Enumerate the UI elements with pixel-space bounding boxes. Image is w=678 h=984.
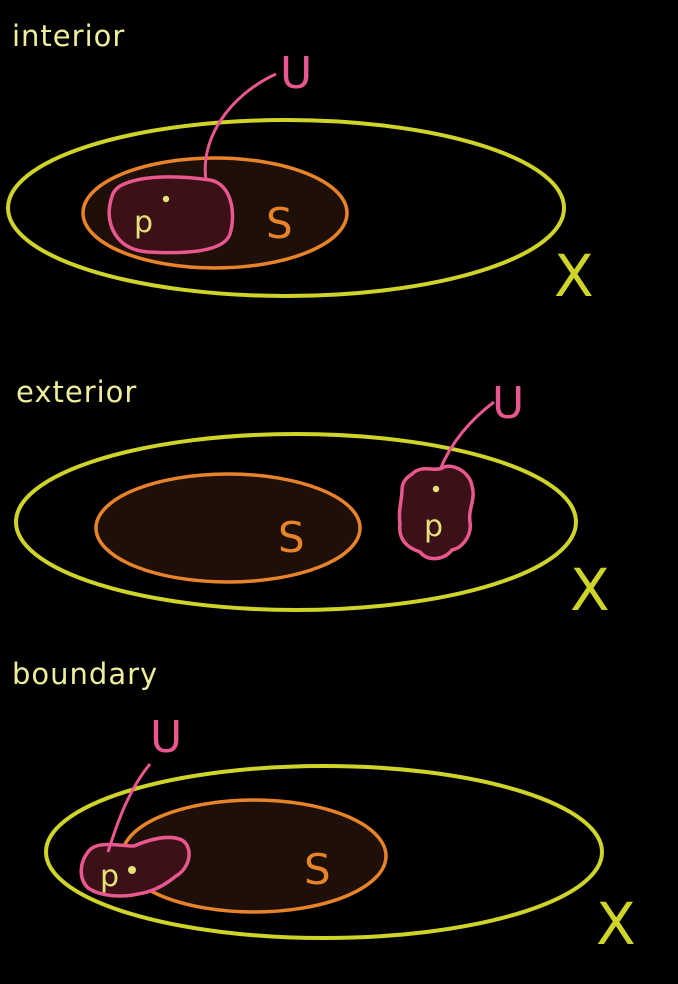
u-pointer-line: [106, 763, 152, 853]
panel-title-interior: interior: [12, 19, 125, 53]
space-x-ellipse: [44, 764, 604, 940]
point-p-label: p: [134, 205, 153, 240]
set-s-label: S: [266, 199, 293, 248]
neighborhood-u-blob: [397, 464, 475, 561]
space-x-label: X: [570, 556, 610, 624]
panel-interior: interior U p S X: [6, 19, 594, 310]
neighborhood-u-label: U: [280, 48, 312, 99]
neighborhood-u-blob: [79, 835, 191, 898]
point-p-dot: [128, 866, 136, 874]
panel-exterior: exterior U p S X: [14, 375, 610, 624]
panel-title-exterior: exterior: [16, 375, 137, 409]
set-s-label: S: [304, 845, 331, 894]
point-p-dot: [162, 195, 170, 203]
space-x-ellipse: [14, 432, 578, 612]
space-x-label: X: [554, 242, 594, 310]
u-pointer-line: [438, 400, 495, 471]
neighborhood-u-label: U: [492, 378, 524, 429]
point-p-label: p: [100, 859, 119, 894]
set-s-ellipse: [94, 472, 362, 584]
u-pointer-line: [203, 72, 277, 181]
panel-title-boundary: boundary: [12, 657, 158, 691]
neighborhood-u-blob: [107, 175, 235, 255]
point-p-label: p: [424, 509, 443, 544]
set-s-label: S: [278, 513, 305, 562]
space-x-label: X: [596, 890, 636, 958]
panel-boundary: boundary U p S X: [12, 657, 636, 958]
neighborhood-u-label: U: [150, 712, 182, 763]
space-x-ellipse: [6, 118, 566, 298]
point-p-dot: [432, 485, 440, 493]
